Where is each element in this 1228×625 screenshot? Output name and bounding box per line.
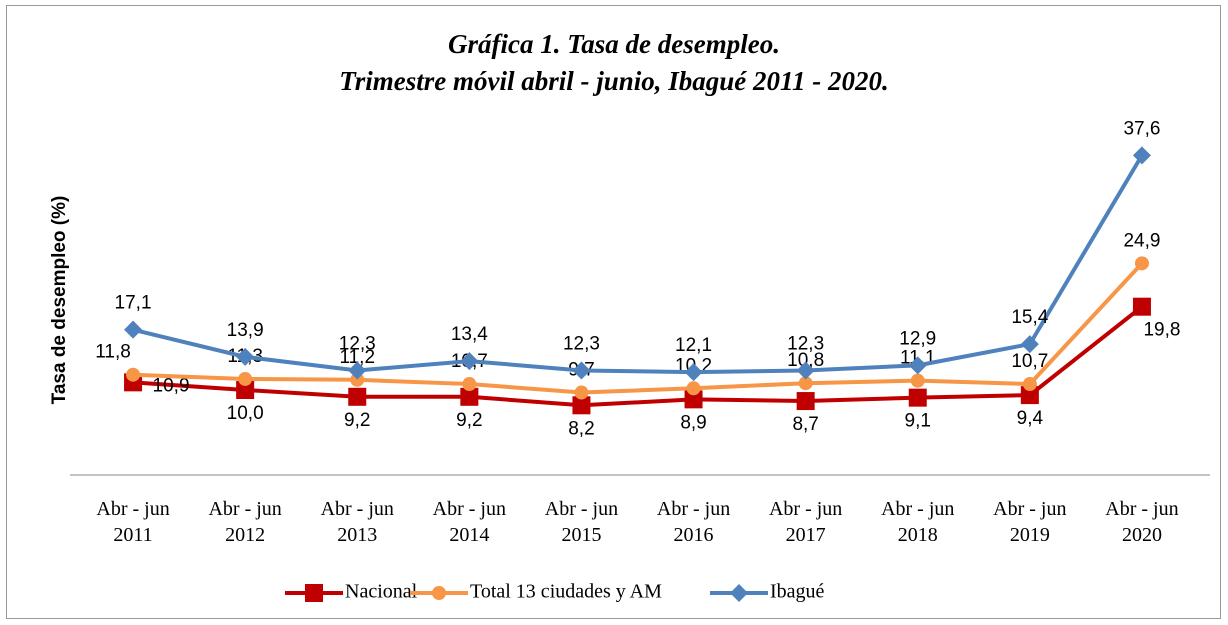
data-label: 10,7 [1011,351,1048,372]
x-tick-label: Abr - jun 2012 [208,498,282,546]
data-point [1020,335,1039,354]
data-point [348,387,367,406]
x-tick-label: Abr - jun 2020 [1105,498,1179,546]
x-tick-label: Abr - jun 2019 [993,498,1067,546]
data-point [460,352,479,371]
data-point [908,356,927,375]
series-line [132,261,1144,395]
data-point [796,361,815,380]
x-tick-label: Abr - jun 2017 [768,498,843,546]
chart-title: Gráfica 1. Tasa de desempleo. [448,29,780,59]
series-line [132,305,1144,408]
data-point [1134,256,1149,271]
y-axis-label: Tasa de desempleo (%) [49,196,70,405]
data-label: 9,4 [1017,408,1044,429]
data-point [686,381,701,396]
data-point [348,361,367,380]
data-point [1132,297,1151,316]
data-label: 9,2 [344,410,370,431]
data-point [684,363,703,382]
data-point [798,376,813,391]
x-tick-label: Abr - jun 2018 [881,498,955,546]
data-label: 15,4 [1011,307,1048,328]
data-label: 19,8 [1143,320,1180,341]
data-point [910,373,925,388]
data-label: 12,3 [787,333,824,354]
data-label: 12,9 [899,328,936,349]
legend-label: Ibagué [770,581,825,603]
data-label: 11,8 [95,342,131,363]
series-line [132,154,1144,375]
data-point [462,377,477,392]
legend-marker [305,584,323,602]
data-point [124,320,143,339]
data-point [1020,386,1039,405]
data-point [908,388,927,407]
legend-label: Total 13 ciudades y AM [470,581,662,603]
chart-subtitle: Trimestre móvil abril - junio, Ibagué 20… [339,66,889,96]
data-label: 13,4 [451,324,488,345]
data-label: 8,9 [680,412,706,433]
data-label: 9,2 [456,410,482,431]
data-label: 10,0 [227,403,264,424]
data-label: 8,7 [792,414,818,435]
data-label: 17,1 [115,293,152,314]
data-label: 11,2 [339,347,375,368]
data-point [1022,377,1037,392]
data-point [460,387,479,406]
data-point [1132,146,1151,165]
x-tick-label: Abr - jun 2015 [544,498,619,546]
data-point [236,381,255,399]
data-point [236,347,255,366]
x-tick-label: Abr - jun 2013 [320,498,394,546]
data-point [572,396,591,415]
x-tick-label: Abr - jun 2011 [96,498,170,546]
data-label: 8,2 [568,418,594,439]
x-tick-label: Abr - jun 2014 [432,498,506,546]
legend-label: Nacional [345,581,418,603]
data-label: 10,8 [787,350,824,371]
data-label: 12,3 [339,333,376,354]
legend-marker [730,584,748,602]
chart-border [6,5,1221,619]
data-point [574,385,589,400]
data-point [684,390,703,409]
data-label: 12,3 [563,333,600,354]
data-point [572,361,591,380]
data-label: 37,6 [1123,118,1160,139]
data-point [126,367,141,382]
legend-marker [432,586,446,600]
data-label: 13,9 [227,320,264,341]
data-label: 24,9 [1123,230,1160,251]
x-tick-label: Abr - jun 2016 [656,498,731,546]
data-point [238,371,253,386]
data-point [796,392,815,411]
data-label: 9,1 [905,411,931,432]
data-label: 10,9 [153,375,190,396]
data-point [350,372,365,387]
data-label: 12,1 [675,335,712,356]
